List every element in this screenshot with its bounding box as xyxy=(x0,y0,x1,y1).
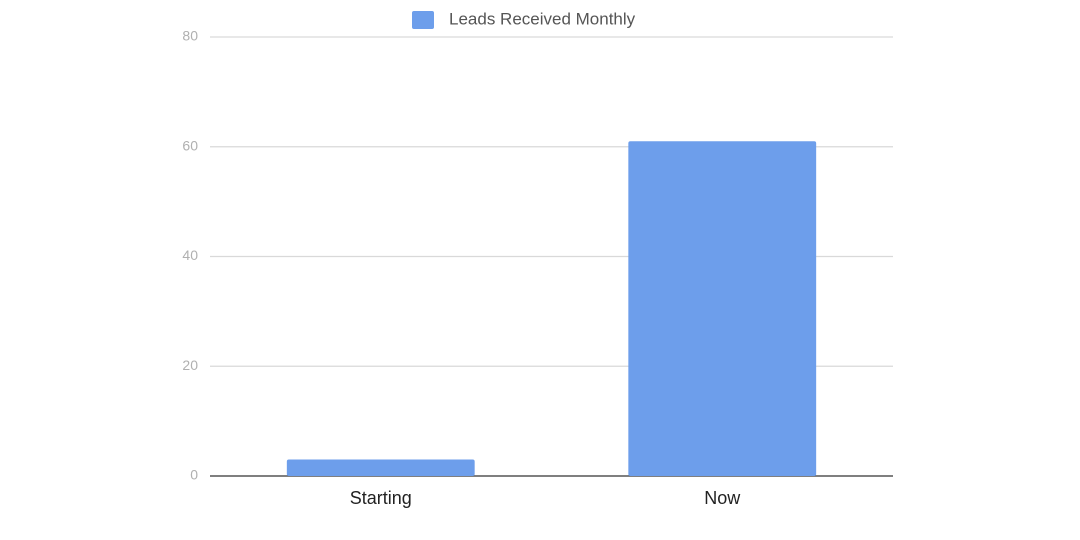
y-tick-label: 60 xyxy=(182,137,198,153)
legend-swatch xyxy=(412,11,434,29)
y-tick-label: 0 xyxy=(190,467,198,483)
y-tick-label: 80 xyxy=(182,28,198,44)
y-tick-label: 20 xyxy=(182,357,198,373)
legend-label: Leads Received Monthly xyxy=(449,9,636,28)
y-tick-label: 40 xyxy=(182,247,198,263)
x-tick-label: Starting xyxy=(350,488,412,508)
x-tick-label: Now xyxy=(704,488,741,508)
bar xyxy=(286,459,475,476)
bar xyxy=(628,141,817,476)
